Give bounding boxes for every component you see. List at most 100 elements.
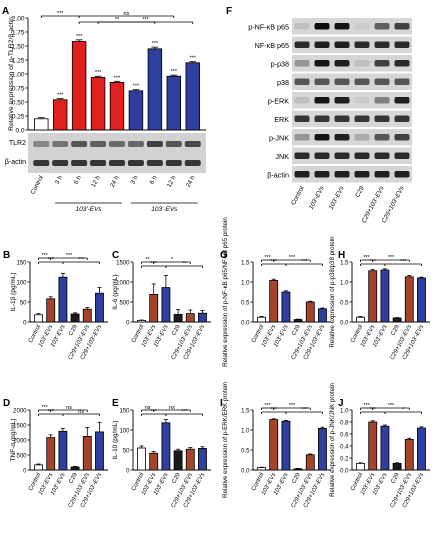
blot-band — [127, 160, 144, 166]
bracket-label: *** — [370, 407, 377, 413]
panel-h: 0.0 0.5 1.0 1.5 Relative expression of p-p38… — [329, 236, 430, 361]
blot-band — [354, 23, 370, 30]
bar — [82, 435, 92, 471]
lane-label: Control — [290, 185, 306, 206]
y-tick-label: 0.75 — [12, 85, 25, 92]
x-tick-label: 24 h — [185, 174, 197, 188]
bar — [368, 421, 378, 471]
bracket-label: ns — [66, 405, 72, 411]
blot-band — [90, 160, 107, 166]
blot-band — [314, 78, 330, 85]
bar-significance: *** — [76, 34, 83, 40]
bar — [161, 422, 171, 471]
blot-band — [127, 141, 144, 147]
panel-letter: G — [220, 250, 228, 261]
blot-band — [294, 23, 310, 30]
bracket-label: * — [402, 407, 405, 413]
y-tick-label: 150 — [16, 260, 27, 266]
bar — [52, 99, 68, 131]
blot-band — [394, 41, 410, 48]
panel-letter: A — [2, 6, 9, 17]
panel-letter: E — [112, 398, 119, 409]
blot-label: NF-κB p65 — [255, 41, 289, 50]
bracket-label: *** — [289, 255, 296, 261]
y-tick-label: 100 — [119, 428, 130, 434]
bracket-label: *** — [363, 255, 370, 261]
y-tick-label: 1500 — [116, 260, 130, 266]
bar — [185, 313, 195, 323]
blot-band — [109, 160, 125, 166]
group-label: 103'-EVs — [151, 206, 178, 213]
bar-significance: *** — [171, 69, 178, 75]
panel-a: 0.0 0.25 0.50 0.75 1.00 1.25 1.50 1.75 2.00Relat… — [2, 6, 206, 213]
blot-band — [294, 152, 310, 159]
blot-band — [184, 160, 201, 166]
blot-band — [71, 160, 88, 166]
blot-band — [354, 152, 370, 159]
bar — [149, 452, 159, 471]
y-axis-label: IL-10 (pg/mL) — [112, 420, 119, 459]
bracket-label: *** — [48, 409, 55, 415]
bracket-label: *** — [301, 407, 308, 413]
x-tick-label: Control — [29, 175, 45, 196]
blot-band — [374, 97, 390, 104]
panel-letter: I — [220, 398, 223, 409]
blot-band — [314, 134, 330, 141]
blot-band — [354, 171, 370, 178]
bar — [147, 48, 163, 131]
panel-g: 0.0 0.5 1.0 1.5 Relative expression of p-NF-… — [220, 217, 331, 367]
bracket-label: ns — [169, 405, 175, 411]
bracket-label: *** — [264, 255, 271, 261]
blot-band — [394, 97, 410, 104]
y-tick-label: 0.0 — [15, 127, 24, 134]
bar — [58, 276, 68, 323]
y-tick-label: 2000 — [13, 408, 27, 414]
bar — [392, 462, 402, 471]
x-tick-label: 12 h — [166, 174, 178, 188]
bar — [70, 466, 80, 471]
y-tick-label: 0.8 — [340, 420, 349, 426]
bar — [356, 462, 365, 471]
bar-significance: *** — [95, 70, 102, 76]
x-tick-label: 12 h — [90, 174, 102, 188]
bracket-label: *** — [388, 403, 395, 409]
blot-strip — [292, 18, 412, 35]
blot-band — [334, 115, 350, 122]
bracket-label: *** — [151, 261, 158, 267]
blot-label: JNK — [275, 152, 289, 161]
bar — [137, 319, 146, 323]
y-tick-label: 2.00 — [12, 15, 25, 22]
bar — [95, 292, 104, 323]
blot-strip — [292, 36, 412, 53]
bar — [185, 448, 195, 471]
panel-letter: D — [3, 398, 10, 409]
bar-significance: *** — [152, 41, 159, 47]
blot-band — [354, 60, 370, 67]
blot-band — [314, 23, 330, 30]
y-tick-label: 100 — [16, 280, 27, 286]
bar — [356, 316, 365, 323]
blot-band — [314, 97, 330, 104]
blot-band — [334, 97, 350, 104]
y-axis-label: TNF-α (pg/mL) — [10, 419, 17, 462]
blot-band — [374, 41, 390, 48]
bar — [368, 270, 378, 323]
y-tick-label: 1.0 — [241, 428, 250, 434]
panel-letter: H — [338, 250, 345, 261]
y-tick-label: 1.0 — [340, 408, 349, 414]
bracket-label: *** — [48, 257, 55, 263]
blot-band — [109, 141, 125, 147]
blot-band — [314, 171, 330, 178]
blot-band — [294, 97, 310, 104]
blot-strip — [292, 55, 412, 72]
bracket-label: *** — [400, 259, 407, 265]
blot-band — [354, 134, 370, 141]
blot-band — [354, 41, 370, 48]
bar — [137, 447, 146, 471]
blot-band — [374, 134, 390, 141]
blot-label: ERK — [274, 115, 289, 124]
bar — [417, 277, 426, 323]
bar — [128, 90, 144, 131]
